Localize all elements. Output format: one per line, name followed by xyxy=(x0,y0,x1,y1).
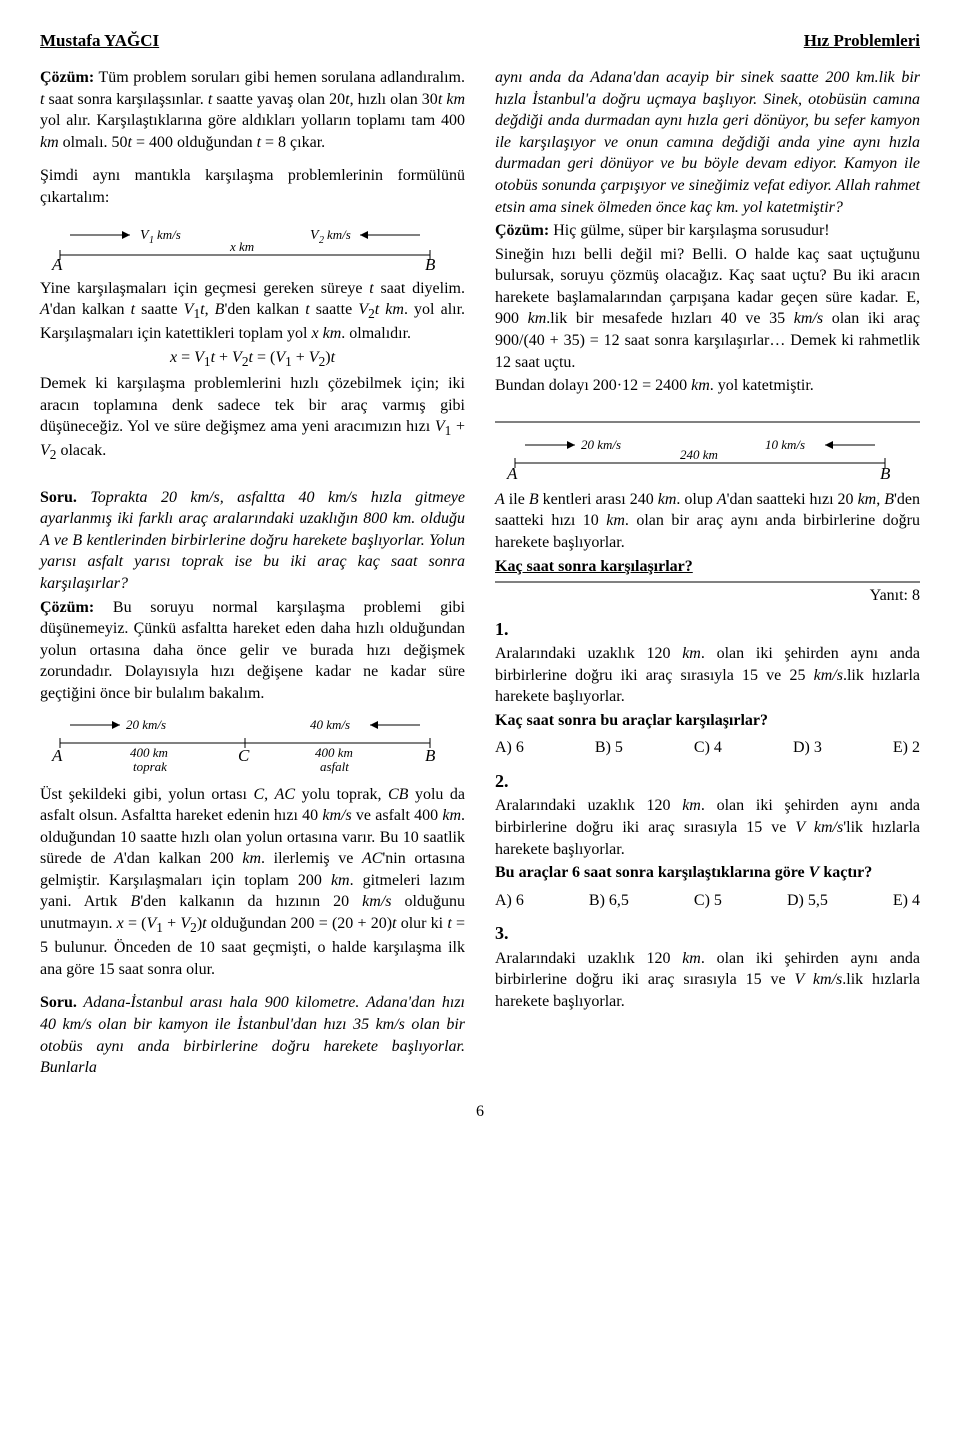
svg-text:km/s: km/s xyxy=(157,227,181,242)
d2-vleft: 20 km/s xyxy=(126,717,166,732)
q2-a: A) 6 xyxy=(495,890,524,912)
right-para-3: Sineğin hızı belli değil mi? Belli. O ha… xyxy=(495,244,920,374)
diagram-2-svg: 20 km/s 40 km/s 400 km toprak 400 km asf… xyxy=(40,711,450,776)
q1-d: D) 3 xyxy=(793,737,822,759)
box-diagram: 20 km/s 10 km/s 240 km A B xyxy=(495,431,920,481)
d1-x-label: x km xyxy=(229,239,254,254)
q2-text: Aralarındaki uzaklık 120 km. olan iki şe… xyxy=(495,795,920,860)
d2-seg2-bot: asfalt xyxy=(320,759,349,774)
q1-num: 1. xyxy=(495,617,920,641)
d2-seg1-top: 400 km xyxy=(130,745,168,760)
header-author: Mustafa YAĞCI xyxy=(40,30,159,53)
left-para-1: Çözüm: Tüm problem soruları gibi hemen s… xyxy=(40,67,465,153)
q2-e: E) 4 xyxy=(893,890,920,912)
left-para-7: Üst şekildeki gibi, yolun ortası C, AC y… xyxy=(40,784,465,981)
page-header: Mustafa YAĞCI Hız Problemleri xyxy=(40,30,920,53)
box-text-1: A ile B kentleri arası 240 km. olup A'da… xyxy=(495,489,920,554)
q1-a: A) 6 xyxy=(495,737,524,759)
box-top-rule xyxy=(495,419,920,425)
box-diagram-svg: 20 km/s 10 km/s 240 km A B xyxy=(495,431,905,481)
boxd-dist: 240 km xyxy=(680,447,718,462)
left-para-8: Soru. Adana-İstanbul arası hala 900 kilo… xyxy=(40,992,465,1078)
page-number: 6 xyxy=(40,1101,920,1123)
boxd-vleft: 20 km/s xyxy=(581,437,621,452)
boxd-A: A xyxy=(506,464,518,481)
q2-b: B) 6,5 xyxy=(589,890,629,912)
d2-vright: 40 km/s xyxy=(310,717,350,732)
d2-B: B xyxy=(425,746,436,765)
boxd-vright: 10 km/s xyxy=(765,437,805,452)
q1-b: B) 5 xyxy=(595,737,623,759)
d1-A: A xyxy=(51,255,63,270)
svg-text:km/s: km/s xyxy=(327,227,351,242)
header-title: Hız Problemleri xyxy=(804,30,920,53)
svg-text:1: 1 xyxy=(149,235,154,246)
box-text-2: Kaç saat sonra karşılaşırlar? xyxy=(495,556,920,578)
left-para-3: Yine karşılaşmaları için geçmesi gereken… xyxy=(40,278,465,345)
q1-e: E) 2 xyxy=(893,737,920,759)
diagram-2: 20 km/s 40 km/s 400 km toprak 400 km asf… xyxy=(40,711,465,776)
q1-prompt: Kaç saat sonra bu araçlar karşılaşırlar? xyxy=(495,710,920,732)
svg-text:2: 2 xyxy=(319,235,324,246)
right-para-4: Bundan dolayı 200·12 = 2400 km. yol kate… xyxy=(495,375,920,397)
right-column: aynı anda da Adana'dan acayip bir sinek … xyxy=(495,67,920,1081)
d2-seg1-bot: toprak xyxy=(133,759,167,774)
left-para-6: Çözüm: Bu soruyu normal karşılaşma probl… xyxy=(40,597,465,705)
left-eq-1: x = V1t + V2t = (V1 + V2)t xyxy=(40,347,465,371)
d2-seg2-top: 400 km xyxy=(315,745,353,760)
q1-text: Aralarındaki uzaklık 120 km. olan iki şe… xyxy=(495,643,920,708)
diagram-1: V 1 km/s V 2 km/s x km A B xyxy=(40,215,465,270)
q3-num: 3. xyxy=(495,921,920,945)
right-para-1: aynı anda da Adana'dan acayip bir sinek … xyxy=(495,67,920,218)
q2-answers: A) 6 B) 6,5 C) 5 D) 5,5 E) 4 xyxy=(495,890,920,912)
d2-C: C xyxy=(238,746,250,765)
left-column: Çözüm: Tüm problem soruları gibi hemen s… xyxy=(40,67,465,1081)
d1-B: B xyxy=(425,255,436,270)
q3-text: Aralarındaki uzaklık 120 km. olan iki şe… xyxy=(495,948,920,1013)
two-column-layout: Çözüm: Tüm problem soruları gibi hemen s… xyxy=(40,67,920,1081)
left-para-2: Şimdi aynı mantıkla karşılaşma problemle… xyxy=(40,165,465,208)
left-para-5: Soru. Toprakta 20 km/s, asfaltta 40 km/s… xyxy=(40,487,465,595)
q2-prompt: Bu araçlar 6 saat sonra karşılaştıkların… xyxy=(495,862,920,884)
d2-A: A xyxy=(51,746,63,765)
q1-answers: A) 6 B) 5 C) 4 D) 3 E) 2 xyxy=(495,737,920,759)
q2-c: C) 5 xyxy=(694,890,722,912)
q1-c: C) 4 xyxy=(694,737,722,759)
right-para-2: Çözüm: Hiç gülme, süper bir karşılaşma s… xyxy=(495,220,920,242)
diagram-1-svg: V 1 km/s V 2 km/s x km A B xyxy=(40,215,450,270)
q2-d: D) 5,5 xyxy=(787,890,828,912)
box-answer: Yanıt: 8 xyxy=(495,585,920,607)
left-para-4: Demek ki karşılaşma problemlerini hızlı … xyxy=(40,373,465,465)
q2-num: 2. xyxy=(495,769,920,793)
boxd-B: B xyxy=(880,464,891,481)
